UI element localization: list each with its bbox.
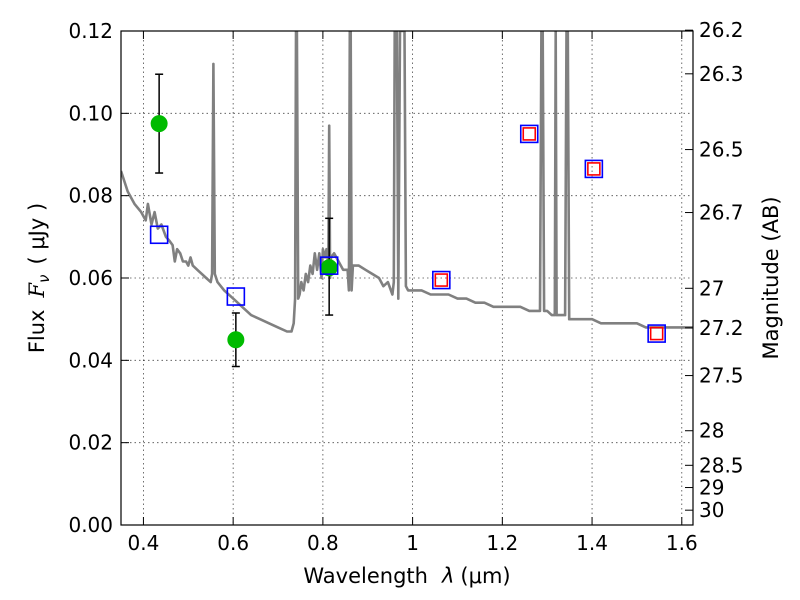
y2-tick-label: 26.7 <box>699 201 744 225</box>
x-tick-label: 1.4 <box>576 531 608 555</box>
x-tick-label: 1.6 <box>666 531 698 555</box>
y2-tick-label: 26.5 <box>699 138 744 162</box>
observed-point <box>320 259 338 277</box>
y2-tick-label: 30 <box>699 498 724 522</box>
y-tick-label: 0.02 <box>68 431 113 455</box>
model-point <box>319 256 339 275</box>
x-tick-label: 1.2 <box>486 531 518 555</box>
model-point <box>432 270 451 290</box>
y2-tick-label: 29 <box>699 476 724 500</box>
x-tick-label: 1 <box>406 531 419 555</box>
ticks: 0.4 0.6 0.8 1 1.2 1.4 1.6 0.00 0.02 0.04 0.06 0.08 0… <box>68 18 743 555</box>
model-point <box>647 324 666 343</box>
y-tick-label: 0.00 <box>68 513 113 537</box>
x-tick-label: 0.6 <box>217 531 249 555</box>
markers <box>149 73 666 368</box>
y-tick-label: 0.08 <box>68 184 113 208</box>
model-point-red <box>434 273 449 287</box>
model-point <box>226 287 246 306</box>
y2-tick-label: 28 <box>699 419 724 443</box>
y-axis-label: FluxFν( μJy ) <box>25 203 53 353</box>
y2-tick-label: 27.5 <box>699 364 744 388</box>
observed-point <box>227 331 245 349</box>
x-tick-label: 0.4 <box>128 531 160 555</box>
y2-tick-label: 27 <box>699 276 724 300</box>
y2-tick-label: 28.5 <box>699 453 744 477</box>
y2-tick-label: 27.2 <box>699 316 744 340</box>
x-axis-label: Wavelength λ (μm) <box>303 564 510 588</box>
model-point-red <box>649 326 664 341</box>
x-tick-label: 0.8 <box>307 531 339 555</box>
model-point <box>149 225 169 245</box>
y-tick-label: 0.04 <box>68 348 113 372</box>
model-point-red <box>587 162 601 176</box>
y-tick-label: 0.12 <box>68 19 113 43</box>
y2-tick-label: 26.3 <box>699 62 744 86</box>
y2-axis-label: Magnitude (AB) <box>759 196 783 359</box>
observed-point <box>150 115 168 133</box>
model-point <box>584 159 604 179</box>
plot-area <box>121 31 693 333</box>
y2-tick-label: 26.2 <box>699 18 744 42</box>
model-sed-line <box>121 31 693 333</box>
model-point-red <box>522 127 537 141</box>
model-point <box>519 124 539 144</box>
y-tick-label: 0.06 <box>68 266 113 290</box>
y-tick-label: 0.10 <box>68 101 113 125</box>
